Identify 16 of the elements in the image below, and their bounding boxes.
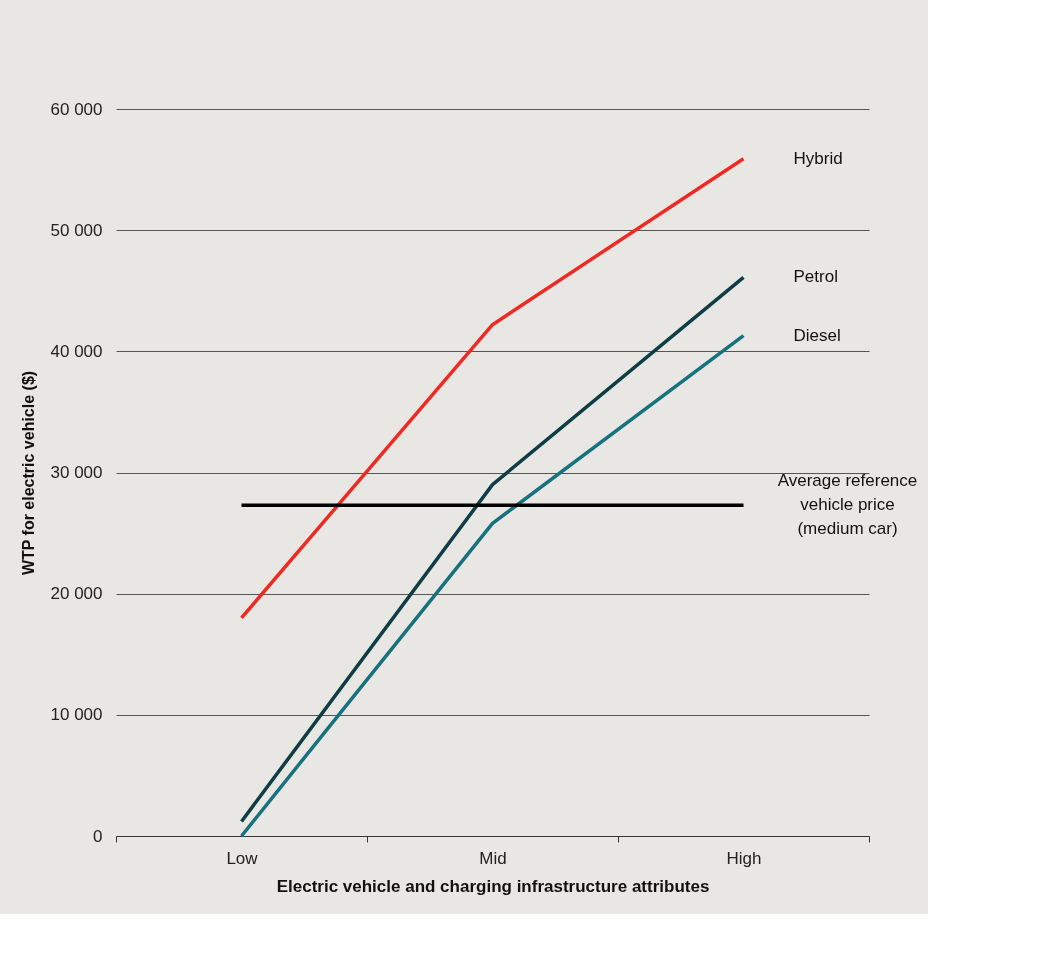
x-tick-label: Mid [479,848,507,868]
text: Petrol [793,267,838,287]
x-tick-label: High [726,848,762,868]
y-tick-label: 20 000 [50,584,103,604]
y-tick-label: 40 000 [50,341,103,361]
y-tick-label: 60 000 [50,99,103,119]
y-tick-label: 0 [93,826,103,846]
y-tick-label: 10 000 [50,705,103,725]
x-tick-label: Low [226,848,259,868]
y-tick-label: 30 000 [50,463,103,482]
x-axis-title: Electric vehicle and charging infrastructure attributes [276,876,710,896]
y-axis-title: WTP for electric vehicle ($) [19,370,37,576]
text: Hybrid [793,148,843,168]
text: Diesel [793,325,841,345]
ref-line-label: Average reference vehicle price (medium car) [777,471,918,539]
y-tick-label: 50 000 [50,220,103,240]
